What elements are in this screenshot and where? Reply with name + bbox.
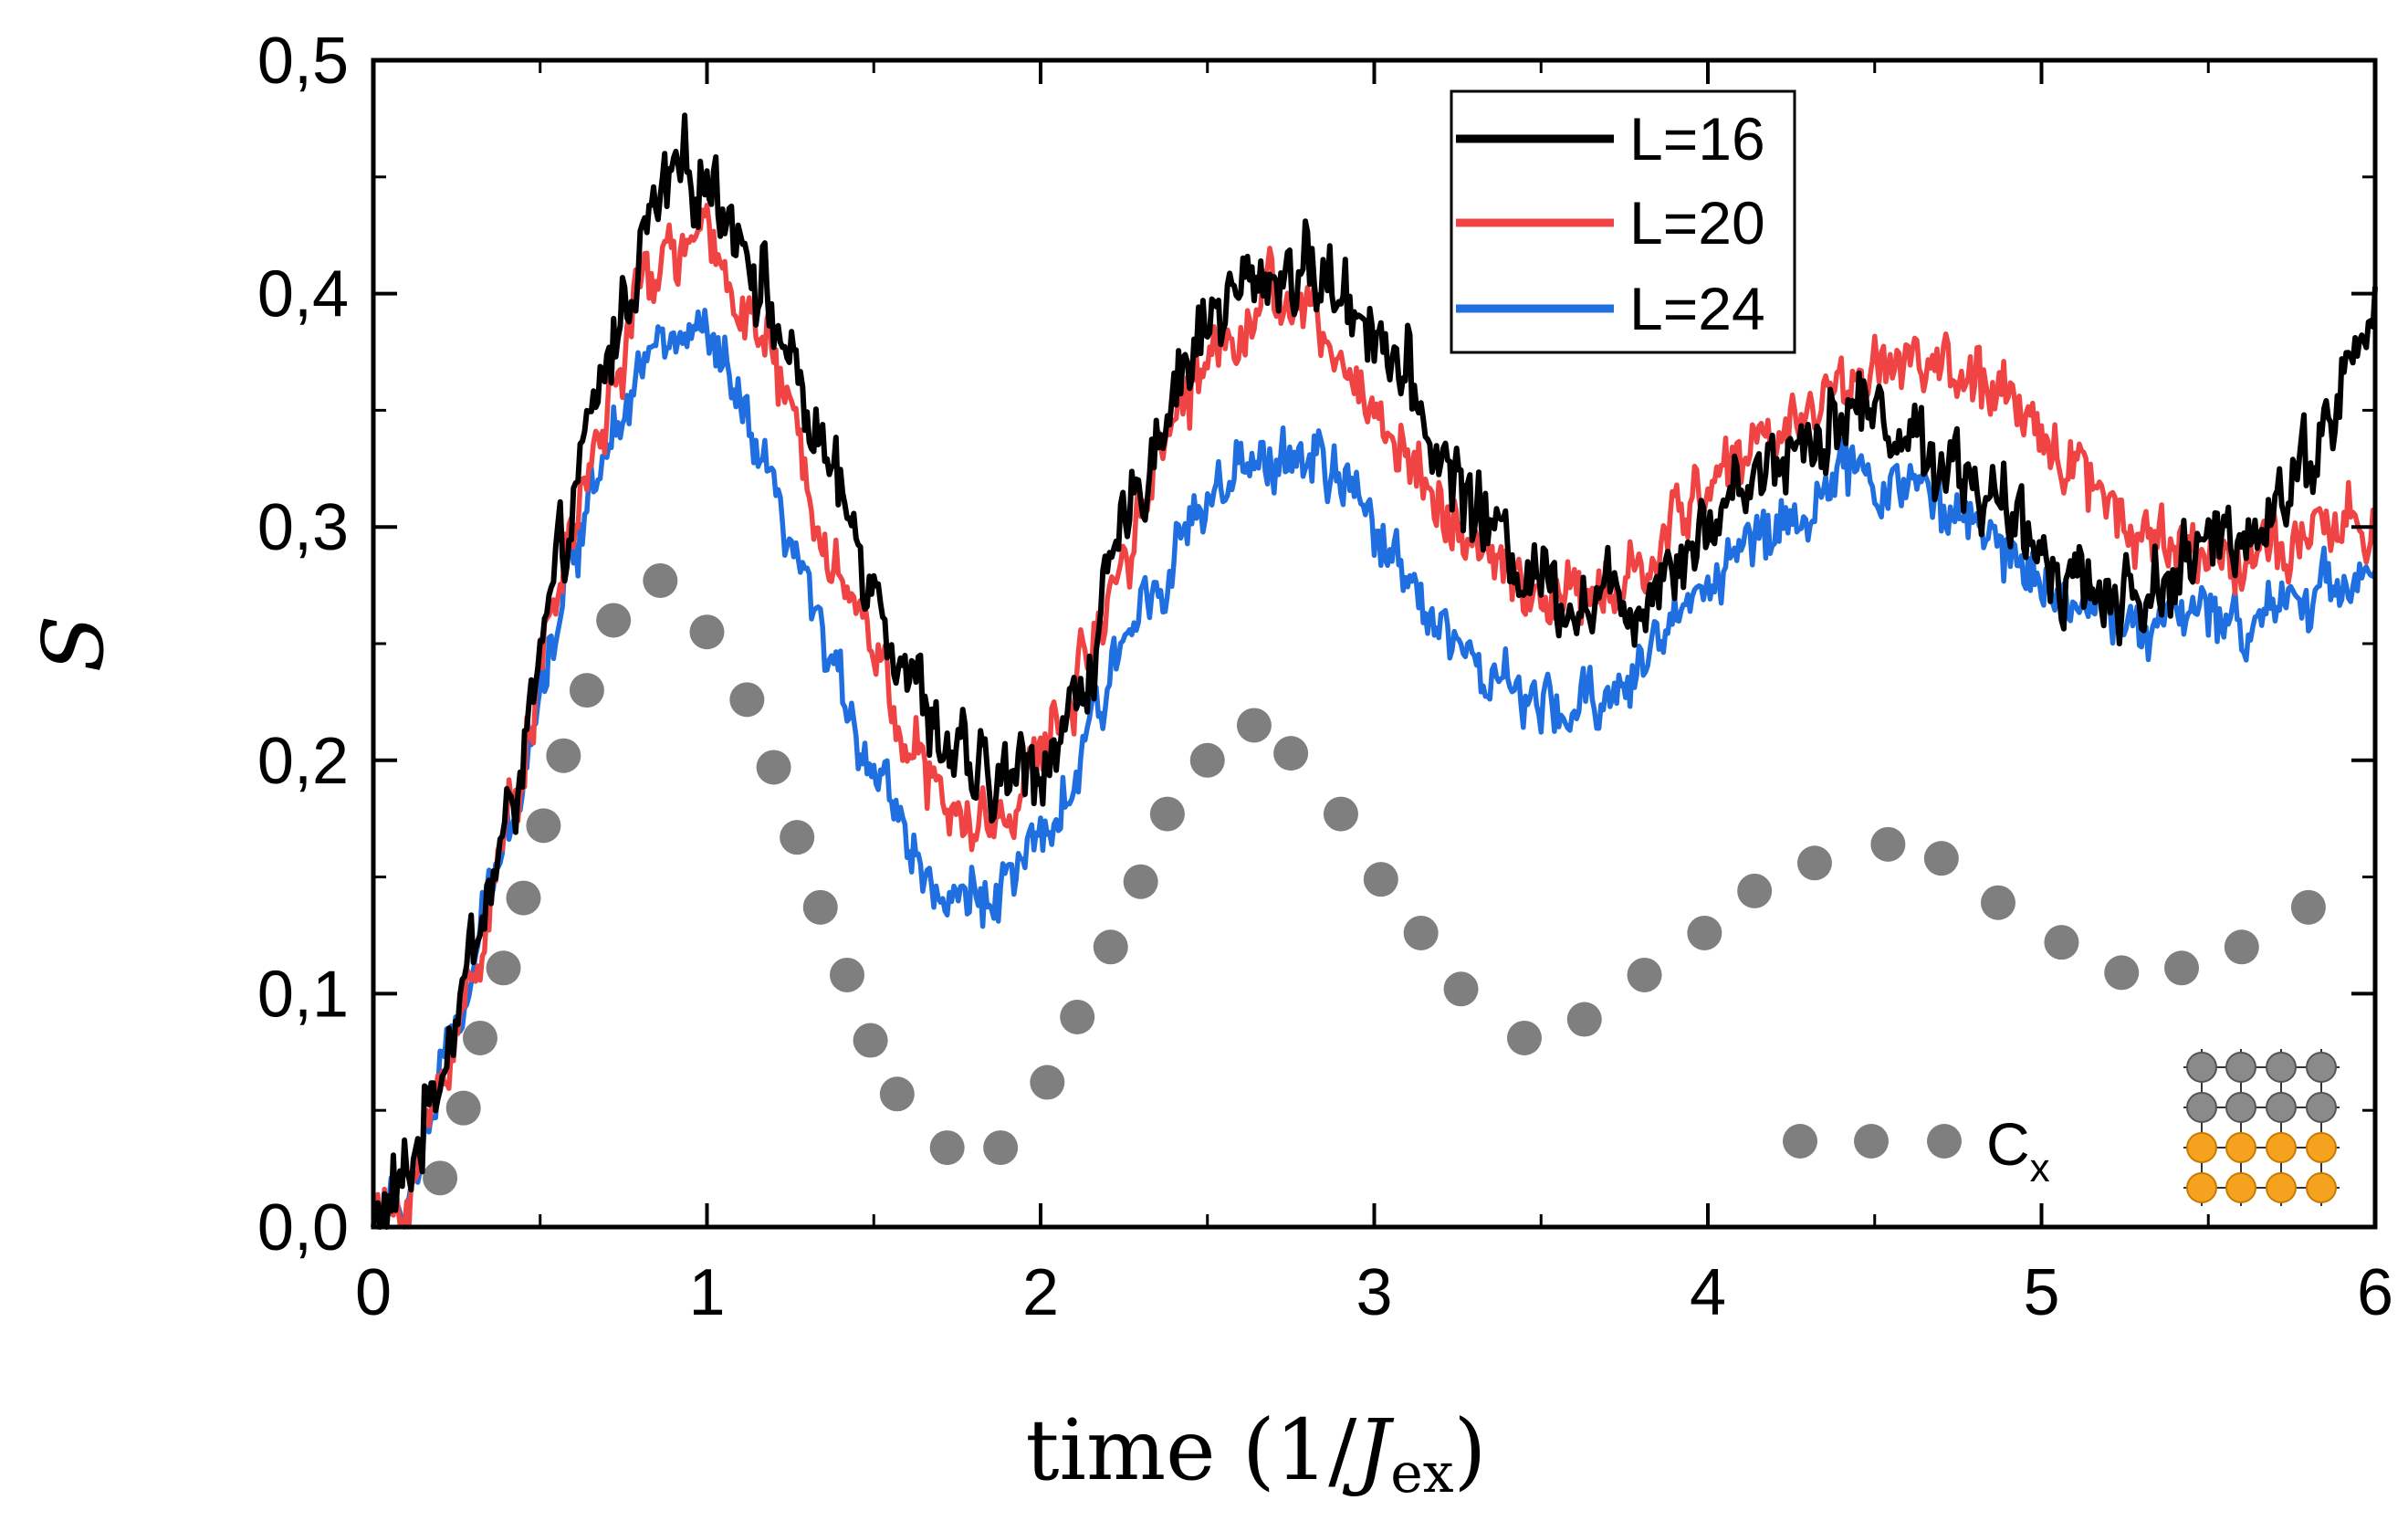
cx-point (830, 957, 865, 992)
lattice-atom (2186, 1092, 2217, 1123)
cx-point (486, 950, 521, 986)
cx-point (2104, 955, 2140, 991)
cx-point (802, 889, 838, 925)
cx-point (2044, 925, 2079, 960)
cx-point (756, 750, 791, 785)
cx-point (1273, 736, 1309, 771)
legend-label-l24: L=24 (1629, 275, 1765, 342)
cx-point (596, 603, 632, 638)
lattice-atom (2306, 1172, 2337, 1203)
x-tick-label: 4 (1690, 1256, 1726, 1329)
cx-point (526, 808, 561, 844)
cx-point (1506, 1020, 1542, 1055)
cx-point (1737, 873, 1773, 908)
y-tick-label: 0,1 (257, 958, 349, 1031)
x-tick-label: 0 (355, 1256, 392, 1329)
lattice-atom (2306, 1092, 2337, 1123)
cx-point (643, 562, 678, 598)
legend-label-l20: L=20 (1629, 189, 1765, 257)
cx-point (1060, 999, 1095, 1034)
cx-point (569, 673, 604, 708)
lattice-atom (2186, 1052, 2217, 1083)
legend-marker-cx (1854, 1124, 1889, 1159)
legend-marker-cx (1783, 1124, 1817, 1159)
cx-point (1980, 885, 2015, 920)
cx-point (462, 1020, 497, 1055)
legend-cx: Cx (1783, 1110, 2050, 1191)
cx-point (1149, 796, 1185, 832)
x-tick-label: 5 (2023, 1256, 2059, 1329)
series-line-l16 (371, 112, 2378, 1230)
cx-point (2290, 889, 2326, 925)
lattice-inset-icon (2183, 1049, 2340, 1206)
y-tick-label: 0,3 (257, 491, 349, 564)
cx-point (729, 682, 765, 718)
cx-point (1923, 841, 1959, 876)
lattice-atom (2186, 1172, 2217, 1203)
x-tick-label: 3 (1356, 1256, 1392, 1329)
cx-point (1403, 915, 1439, 950)
cx-point (1796, 845, 1832, 881)
lattice-atom (2186, 1132, 2217, 1163)
lattice-atom (2306, 1052, 2337, 1083)
cx-point (506, 880, 541, 916)
lattice-atom (2266, 1132, 2297, 1163)
series-line-l24 (371, 308, 2378, 1230)
cx-point (423, 1160, 458, 1196)
axis-ticks: 0 1 2 3 4 5 6 0,0 0,1 0,2 0,3 0,4 0,5 (257, 25, 2393, 1329)
lattice-atom (2266, 1092, 2297, 1123)
legend-marker-cx (1927, 1124, 1962, 1159)
cx-point (1687, 915, 1722, 950)
cx-point (1627, 957, 1662, 992)
cx-point (1870, 826, 1906, 862)
cx-point (1443, 971, 1479, 1007)
x-tick-label: 6 (2357, 1256, 2393, 1329)
series-line-l20 (372, 202, 2377, 1230)
legend: L=16 L=20 L=24 (1450, 89, 1796, 354)
lattice-atom (2225, 1172, 2256, 1203)
cx-point (853, 1023, 888, 1058)
cx-point (546, 738, 581, 773)
cx-point (1030, 1065, 1065, 1100)
y-tick-label: 0,5 (257, 25, 349, 98)
lattice-atom (2225, 1132, 2256, 1163)
cx-point (1363, 862, 1398, 897)
lattice-atom (2225, 1052, 2256, 1083)
legend-label-cx: Cx (1986, 1110, 2050, 1191)
cx-point (879, 1076, 915, 1112)
cx-point (1093, 929, 1128, 965)
y-tick-label: 0,2 (257, 725, 349, 798)
lattice-atom (2306, 1132, 2337, 1163)
lattice-atom (2266, 1052, 2297, 1083)
cx-point (1189, 742, 1225, 778)
cx-point (2164, 950, 2200, 986)
cx-point (1566, 1002, 1602, 1037)
cx-point (983, 1130, 1019, 1166)
cx-point (1323, 796, 1358, 832)
lattice-atom (2225, 1092, 2256, 1123)
cx-point (689, 614, 725, 650)
y-axis-title: S (25, 614, 122, 672)
cx-point (780, 820, 815, 855)
cx-point (929, 1130, 965, 1166)
y-tick-label: 0,0 (257, 1191, 349, 1264)
cx-point (1236, 708, 1272, 743)
x-tick-label: 2 (1022, 1256, 1059, 1329)
x-axis-title: time (1/Jex) (1026, 1401, 1487, 1505)
y-tick-label: 0,4 (257, 258, 349, 331)
cx-point (1123, 864, 1158, 899)
legend-label-l16: L=16 (1629, 105, 1765, 173)
cx-point (2224, 929, 2259, 965)
lattice-atom (2266, 1172, 2297, 1203)
x-tick-label: 1 (688, 1256, 725, 1329)
series-layer (371, 112, 2378, 1230)
cx-point (445, 1090, 481, 1126)
